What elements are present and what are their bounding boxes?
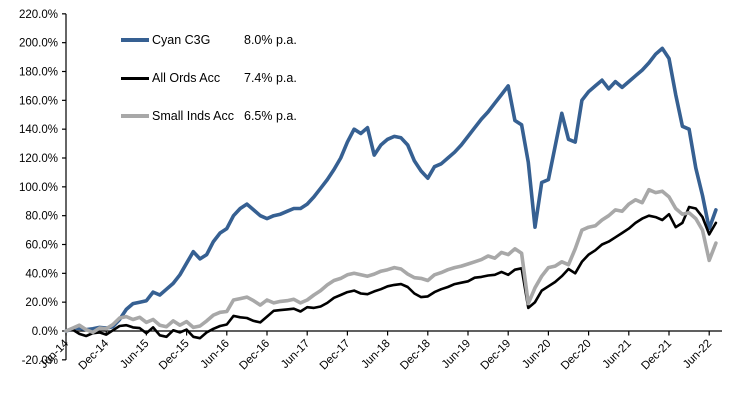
legend-item-small-inds-acc: Small Inds Acc 6.5% p.a.: [121, 108, 297, 124]
y-axis-tick-label: 220.0%: [19, 9, 58, 21]
y-axis-tick-label: 60.0%: [25, 240, 58, 252]
x-axis-tick-label: Dec-17: [318, 338, 353, 373]
legend-series-rate: 7.4% p.a.: [244, 71, 297, 85]
x-axis-tick-label: Dec-16: [237, 338, 272, 373]
x-axis-tick-label: Dec-19: [479, 338, 514, 373]
y-axis-tick-label: 100.0%: [19, 182, 58, 194]
y-axis-tick-label: 40.0%: [25, 268, 58, 280]
series-line-small-inds-acc: [64, 187, 718, 335]
series-line-all-ords-acc: [64, 205, 718, 340]
y-axis-tick-label: 200.0%: [19, 38, 58, 50]
legend-line-swatch-small-inds-acc: [121, 114, 149, 118]
legend-series-rate: 8.0% p.a.: [244, 33, 297, 47]
y-axis-tick-label: 80.0%: [25, 211, 58, 223]
y-axis-tick-label: 0.0%: [32, 326, 58, 338]
y-axis-tick-label: 20.0%: [25, 297, 58, 309]
x-axis-tick-label: Jun-20: [520, 338, 553, 371]
legend-item-cyan-c3g: Cyan C3G 8.0% p.a.: [121, 32, 297, 48]
x-axis-tick-label: Dec-21: [639, 338, 674, 373]
x-axis-tick-label: Dec-14: [77, 337, 112, 372]
x-axis-tick-label: Jun-22: [681, 338, 714, 371]
x-axis-tick-label: Jun-19: [440, 338, 473, 371]
legend-series-name: Small Inds Acc: [152, 109, 234, 123]
y-axis-tick-label: 180.0%: [19, 67, 58, 79]
y-axis-tick-label: 120.0%: [19, 153, 58, 165]
legend-series-rate: 6.5% p.a.: [244, 109, 297, 123]
y-axis-tick-label: -20.0%: [22, 355, 58, 367]
series-line-cyan-c3g: [64, 46, 718, 333]
x-axis-tick-label: Jun-18: [359, 338, 392, 371]
y-axis-tick-label: 160.0%: [19, 95, 58, 107]
legend-item-all-ords-acc: All Ords Acc 7.4% p.a.: [121, 70, 297, 86]
x-axis-tick-label: Dec-18: [398, 338, 433, 373]
legend-series-name: All Ords Acc: [152, 71, 221, 85]
x-axis-tick-label: Jun-21: [601, 338, 634, 371]
x-axis-tick-label: Jun-15: [118, 338, 151, 371]
legend-line-swatch-cyan-c3g: [121, 38, 149, 42]
y-axis-tick-label: 140.0%: [19, 124, 58, 136]
x-axis-tick-label: Jun-17: [279, 338, 312, 371]
x-axis-tick-label: Dec-20: [559, 338, 594, 373]
x-axis-tick-label: Dec-15: [157, 338, 192, 373]
x-axis-tick-label: Jun-16: [199, 338, 232, 371]
legend-line-swatch-all-ords-acc: [121, 76, 149, 80]
legend-series-name: Cyan C3G: [152, 33, 211, 47]
